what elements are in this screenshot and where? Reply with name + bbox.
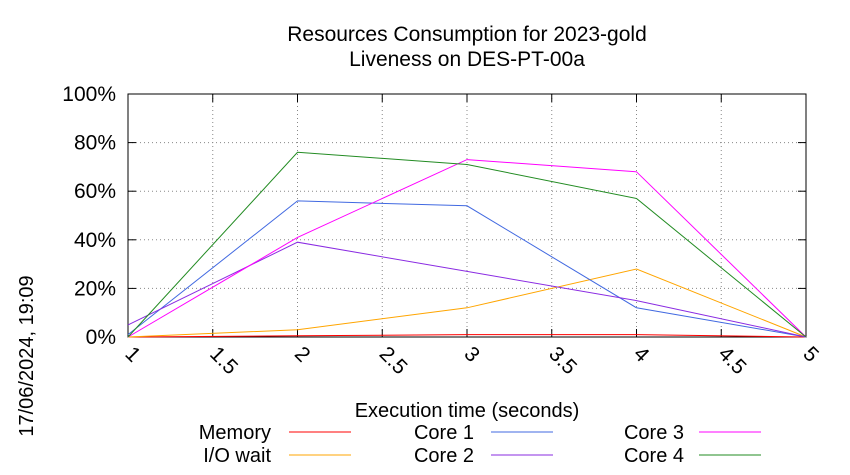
series-lines bbox=[127, 151, 807, 338]
series-line-core-2 bbox=[127, 241, 807, 338]
y-tick-label: 40% bbox=[74, 229, 116, 252]
y-tick-label: 0% bbox=[86, 326, 116, 349]
x-tick-label: 4 bbox=[629, 342, 654, 367]
legend-label: Core 3 bbox=[624, 422, 684, 444]
x-tick-label: 2.5 bbox=[375, 342, 412, 379]
x-tick-label: 3 bbox=[459, 342, 484, 367]
x-tick-label: 1 bbox=[120, 342, 145, 367]
legend-label: Memory bbox=[199, 422, 271, 444]
y-tick-label: 80% bbox=[74, 132, 116, 155]
x-tick-label: 3.5 bbox=[544, 342, 581, 379]
y-tick-label: 20% bbox=[74, 277, 116, 300]
y-tick-label: 60% bbox=[74, 180, 116, 203]
x-axis-label: Execution time (seconds) bbox=[355, 400, 580, 422]
series-line-core-1 bbox=[127, 200, 807, 338]
x-tick-label: 5 bbox=[798, 342, 823, 367]
series-line-core-4 bbox=[127, 151, 807, 338]
y-tick-label: 100% bbox=[62, 83, 116, 106]
chart-title-line-1: Resources Consumption for 2023-gold bbox=[287, 23, 647, 46]
chart-title-line-2: Liveness on DES-PT-00a bbox=[349, 48, 585, 71]
legend-label: Core 1 bbox=[414, 422, 474, 444]
x-tick-label: 2 bbox=[290, 342, 315, 367]
grid bbox=[128, 94, 806, 337]
timestamp-label: 17/06/2024, 19:09 bbox=[16, 275, 38, 436]
y-axis-ticks: 0% 20% 40% 60% 80% 100% bbox=[62, 83, 806, 349]
series-line-i-o-wait bbox=[127, 268, 807, 338]
legend-label: Core 4 bbox=[624, 445, 684, 467]
series-line-core-3 bbox=[127, 159, 807, 338]
series-line-memory bbox=[127, 334, 807, 338]
x-tick-label: 4.5 bbox=[714, 342, 751, 379]
legend-label: I/O wait bbox=[203, 445, 271, 467]
legend-label: Core 2 bbox=[414, 445, 474, 467]
x-tick-label: 1.5 bbox=[205, 342, 242, 379]
